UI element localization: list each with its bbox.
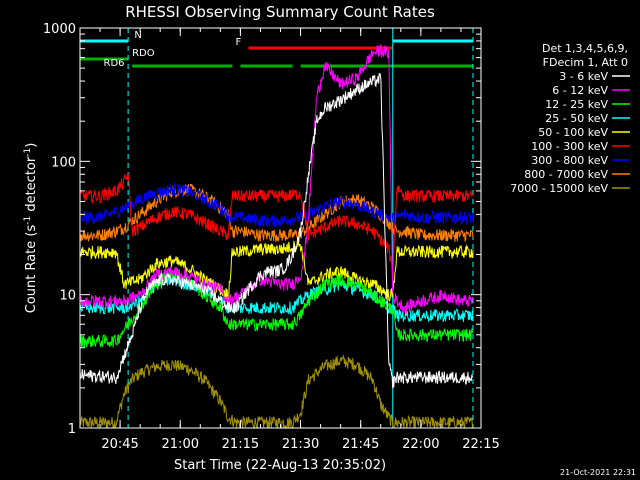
chart-title: RHESSI Observing Summary Count Rates — [125, 3, 435, 21]
flag-label-f: F — [236, 37, 242, 48]
legend-label-25-50-kev: 25 - 50 keV — [545, 112, 608, 125]
legend-label-50-100-kev: 50 - 100 keV — [538, 126, 608, 139]
y-axis-label: Count Rate (s-1 detector-1) — [23, 143, 39, 314]
y-tick-label: 10 — [59, 289, 76, 304]
flag-label-n: N — [134, 30, 141, 41]
series-line-25-50-kev — [79, 274, 474, 323]
x-axis: 20:45 21:00 21:15 21:30 21:45 22:00 22:15 — [79, 28, 500, 452]
series-line-12-25-kev — [79, 268, 474, 349]
y-axis-label-main: Count Rate (s — [24, 225, 39, 314]
legend-label-800-7000-kev: 800 - 7000 keV — [524, 168, 608, 181]
legend-label-6-12-kev: 6 - 12 keV — [552, 84, 608, 97]
y-tick-label: 1000 — [43, 22, 76, 37]
legend: Det 1,3,4,5,6,9,FDecim 1, Att 03 - 6 keV… — [510, 42, 630, 195]
y-axis: 1 10 100 1000 — [43, 22, 481, 437]
series-line-800-7000-kev — [79, 183, 474, 243]
y-tick-label: 1 — [68, 422, 76, 437]
timestamp: 21-Oct-2021 22:31 — [560, 468, 636, 477]
legend-label-7000-15000-kev: 7000 - 15000 keV — [510, 182, 608, 195]
x-tick-label: 20:45 — [101, 437, 138, 452]
legend-header-line: Det 1,3,4,5,6,9, — [542, 42, 628, 55]
y-axis-label-mid: detector — [24, 156, 39, 216]
flags-layer: N F RDO RD6 — [80, 30, 473, 69]
series-line-3-6-kev — [79, 73, 474, 389]
series-line-300-800-kev — [79, 182, 474, 229]
y-tick-label: 100 — [51, 155, 76, 170]
x-tick-label: 21:30 — [282, 437, 319, 452]
y-axis-label-sup1: -1 — [23, 216, 33, 225]
legend-label-300-800-kev: 300 - 800 keV — [531, 154, 608, 167]
series-layer — [79, 43, 474, 430]
x-tick-label: 21:00 — [162, 437, 199, 452]
series-line-7000-15000-kev — [79, 354, 473, 430]
legend-label-3-6-kev: 3 - 6 keV — [559, 70, 608, 83]
x-tick-label: 21:15 — [222, 437, 259, 452]
legend-label-12-25-kev: 12 - 25 keV — [545, 98, 608, 111]
x-tick-label: 22:15 — [462, 437, 499, 452]
series-line-50-100-kev — [79, 239, 474, 302]
x-axis-label: Start Time (22-Aug-13 20:35:02) — [174, 458, 386, 473]
flag-label-rdo: RDO — [132, 48, 155, 59]
series-line-100-300-kev — [79, 173, 474, 274]
series-line-6-12-kev — [79, 43, 474, 314]
y-axis-label-sup2: -1 — [23, 148, 33, 157]
x-tick-label: 22:00 — [402, 437, 439, 452]
legend-header-line: FDecim 1, Att 0 — [543, 56, 628, 69]
y-axis-label-end: ) — [24, 143, 39, 148]
x-tick-label: 21:45 — [342, 437, 379, 452]
legend-label-100-300-kev: 100 - 300 keV — [531, 140, 608, 153]
flag-label-rd6: RD6 — [104, 58, 125, 69]
